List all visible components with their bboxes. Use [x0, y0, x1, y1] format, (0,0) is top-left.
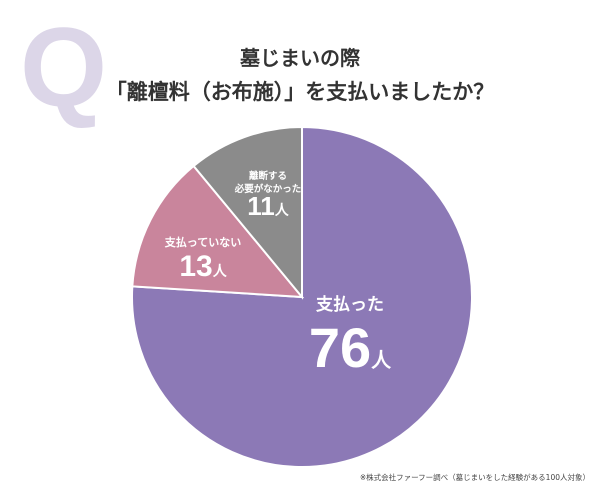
- label-not-needed-value: 11: [247, 191, 275, 221]
- pie-slice-1: [131, 164, 305, 299]
- label-paid-value: 76: [308, 316, 372, 379]
- q-letter: Q: [20, 5, 108, 130]
- label-paid-text: 支払った: [316, 295, 384, 315]
- label-not-paid: 支払っていない 13人: [148, 234, 258, 284]
- footnote: ※株式会社ファーフー調べ（墓じまいをした経験がある100人対象）: [359, 473, 590, 482]
- chart-title-line1: 墓じまいの際: [240, 46, 360, 70]
- pie-slice-0: [131, 125, 473, 468]
- label-paid-unit: 人: [371, 348, 392, 372]
- label-not-needed-unit: 人: [274, 203, 289, 219]
- label-not-paid-text: 支払っていない: [164, 236, 242, 249]
- label-not-paid-unit: 人: [212, 264, 227, 280]
- label-paid: 支払った 76人: [290, 290, 410, 380]
- label-not-needed-line1: 離断する: [248, 171, 287, 182]
- chart-title-line2: 「離檀料（お布施）」を支払いましたか？: [105, 80, 495, 104]
- label-not-needed: 離断する 必要がなかった 11人: [218, 170, 318, 219]
- pie-slice-2: [192, 125, 303, 300]
- label-not-paid-value: 13: [179, 250, 213, 283]
- label-not-needed-line2: 必要がなかった: [234, 184, 302, 195]
